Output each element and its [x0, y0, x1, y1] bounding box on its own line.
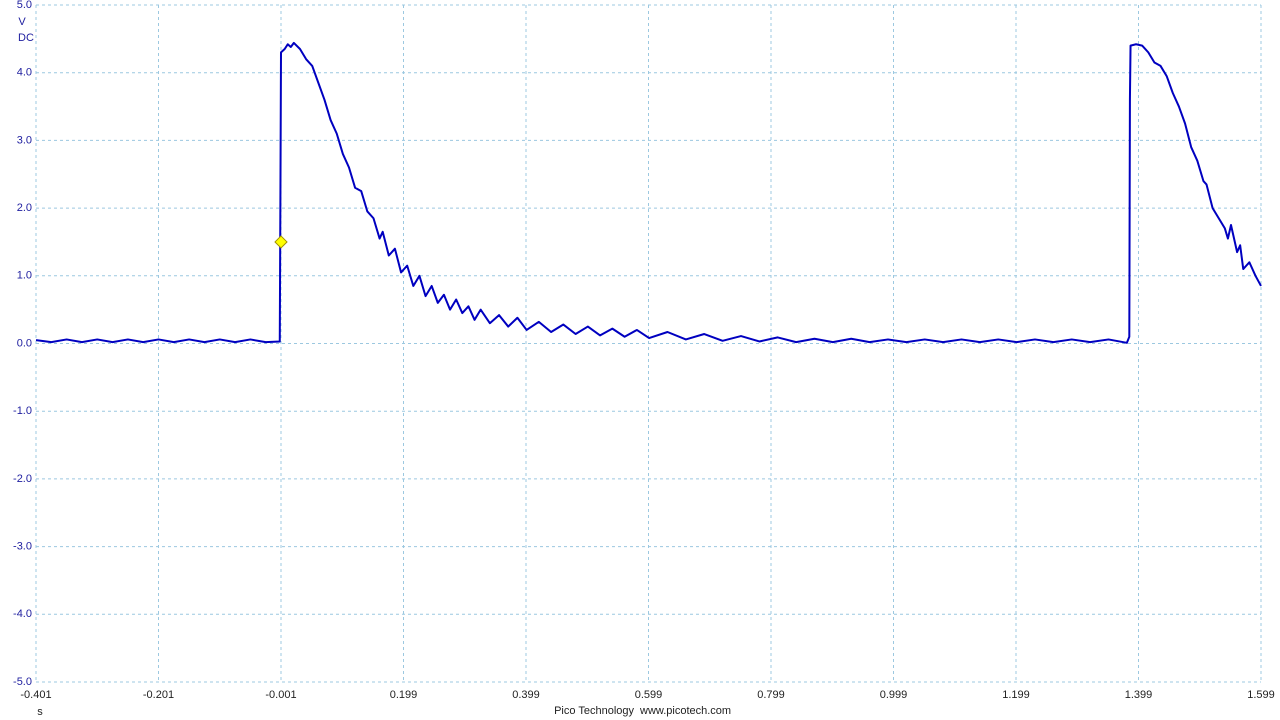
y-tick-label: -2.0	[13, 473, 32, 485]
y-tick-label: -4.0	[13, 608, 32, 620]
x-tick-label: 0.399	[512, 689, 540, 701]
trigger-marker	[274, 235, 288, 249]
x-tick-label: 0.599	[635, 689, 663, 701]
y-unit: V	[18, 16, 26, 28]
y-tick-label: 2.0	[17, 202, 32, 214]
y-tick-label: 3.0	[17, 134, 32, 146]
y-tick-label: -1.0	[13, 405, 32, 417]
x-tick-label: -0.001	[265, 689, 296, 701]
website: www.picotech.com	[639, 705, 731, 717]
x-tick-label: 0.799	[757, 689, 785, 701]
x-tick-label: 0.999	[880, 689, 908, 701]
y-coupling: DC	[18, 32, 34, 44]
y-tick-label: 0.0	[17, 337, 32, 349]
y-tick-label: 4.0	[17, 67, 32, 79]
x-tick-label: 1.599	[1247, 689, 1275, 701]
x-unit: s	[37, 706, 43, 718]
footer: Pico Technology	[554, 705, 634, 717]
x-tick-label: 1.199	[1002, 689, 1030, 701]
x-tick-label: -0.201	[143, 689, 174, 701]
x-tick-label: 1.399	[1125, 689, 1153, 701]
y-tick-label: -3.0	[13, 541, 32, 553]
y-tick-label: 1.0	[17, 270, 32, 282]
x-tick-label: -0.401	[20, 689, 51, 701]
signal-trace	[35, 41, 1262, 344]
y-tick-label: -5.0	[13, 676, 32, 688]
y-tick-label: 5.0	[17, 0, 32, 11]
x-tick-label: 0.199	[390, 689, 418, 701]
